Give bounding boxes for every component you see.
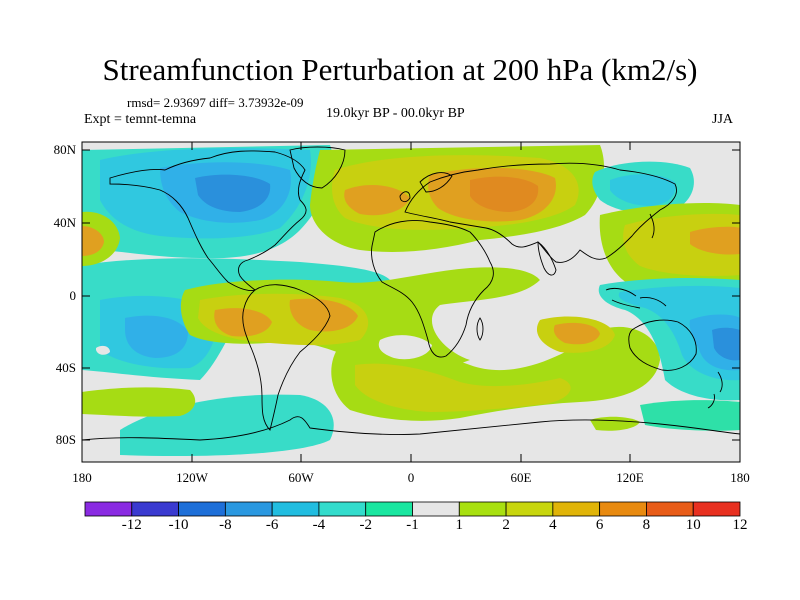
page-title: Streamfunction Perturbation at 200 hPa (…	[102, 52, 698, 87]
colorbar-label: -6	[265, 517, 279, 533]
colorbar-label: 8	[642, 517, 651, 533]
colorbar-swatch	[458, 501, 507, 517]
coastlines	[82, 146, 740, 441]
scandinavia-coast	[419, 172, 453, 193]
experiment-label: Expt = temnt-temna	[84, 112, 197, 127]
period-label: 19.0kyr BP - 00.0kyr BP	[326, 106, 465, 121]
lat-label: 80S	[55, 432, 76, 447]
madagascar-coast	[476, 317, 484, 341]
lon-label: 120E	[616, 470, 644, 485]
colorbar-label: -2	[359, 517, 372, 533]
colorbar-label: -8	[219, 517, 232, 533]
field-region	[289, 298, 358, 332]
colorbar-swatch	[131, 501, 179, 517]
colorbar-label: -1	[406, 517, 419, 533]
colorbar-label: 12	[732, 517, 748, 533]
stats-text: rmsd= 2.93697 diff= 3.73932e-09	[127, 95, 304, 110]
colorbar-swatch	[365, 501, 413, 517]
colorbar-label: -10	[168, 517, 189, 533]
map-field	[82, 142, 740, 462]
africa-coast	[371, 220, 494, 358]
south-america-coast	[242, 284, 331, 431]
colorbar-label: 2	[502, 517, 510, 533]
eurasia-coast	[404, 162, 677, 263]
colorbar	[84, 501, 741, 517]
colorbar-swatch	[271, 501, 320, 517]
japan-coast	[649, 213, 655, 239]
colorbar-swatch	[646, 501, 694, 517]
field-region	[378, 335, 432, 360]
field-region	[553, 322, 600, 345]
colorbar-swatch	[318, 501, 367, 517]
field-region	[195, 174, 271, 212]
colorbar-swatch	[599, 501, 647, 517]
lon-label: 0	[407, 470, 415, 485]
field-region	[125, 315, 188, 358]
new-zealand-coast	[707, 371, 723, 409]
field-region	[470, 176, 539, 212]
lat-label: 80N	[53, 142, 76, 157]
field-region	[344, 184, 410, 216]
colorbar-label: 1	[455, 517, 464, 533]
lon-label: 60E	[510, 470, 532, 485]
lat-label: 40S	[55, 360, 76, 375]
colorbar-swatch	[692, 501, 741, 517]
colorbar-swatch	[552, 501, 601, 517]
se-asia-islands	[605, 287, 667, 309]
colorbar-swatch	[505, 501, 554, 517]
colorbar-swatch	[178, 501, 226, 517]
colorbar-label: 4	[549, 517, 557, 533]
north-america-coast	[109, 150, 307, 291]
field-region	[640, 400, 740, 431]
field-region	[355, 363, 571, 412]
greenland-coast	[289, 146, 346, 189]
colorbar-swatch	[84, 501, 133, 517]
lon-label: 120W	[176, 470, 208, 485]
british-isles-coast	[399, 191, 411, 203]
season-label: JJA	[712, 112, 734, 127]
lat-label: 0	[69, 288, 77, 303]
field-region	[610, 174, 676, 206]
colorbar-label: -12	[121, 517, 142, 533]
colorbar-swatch	[224, 501, 273, 517]
india-coast	[537, 241, 557, 276]
australia-coast	[628, 319, 697, 371]
axis-ticks	[81, 142, 741, 462]
lon-label: 180	[730, 470, 750, 485]
colorbar-swatch	[412, 501, 460, 517]
colorbar-label: 6	[595, 517, 604, 533]
lat-label: 40N	[53, 215, 76, 230]
antarctica-coast	[82, 416, 740, 441]
field-region	[82, 387, 196, 417]
lon-label: 60W	[288, 470, 314, 485]
field-region	[712, 327, 740, 361]
field-region	[96, 345, 110, 355]
colorbar-label: -4	[312, 517, 326, 533]
field-region	[82, 226, 104, 256]
field-region	[690, 226, 740, 255]
lon-label: 180	[72, 470, 92, 485]
colorbar-label: 10	[685, 517, 701, 533]
